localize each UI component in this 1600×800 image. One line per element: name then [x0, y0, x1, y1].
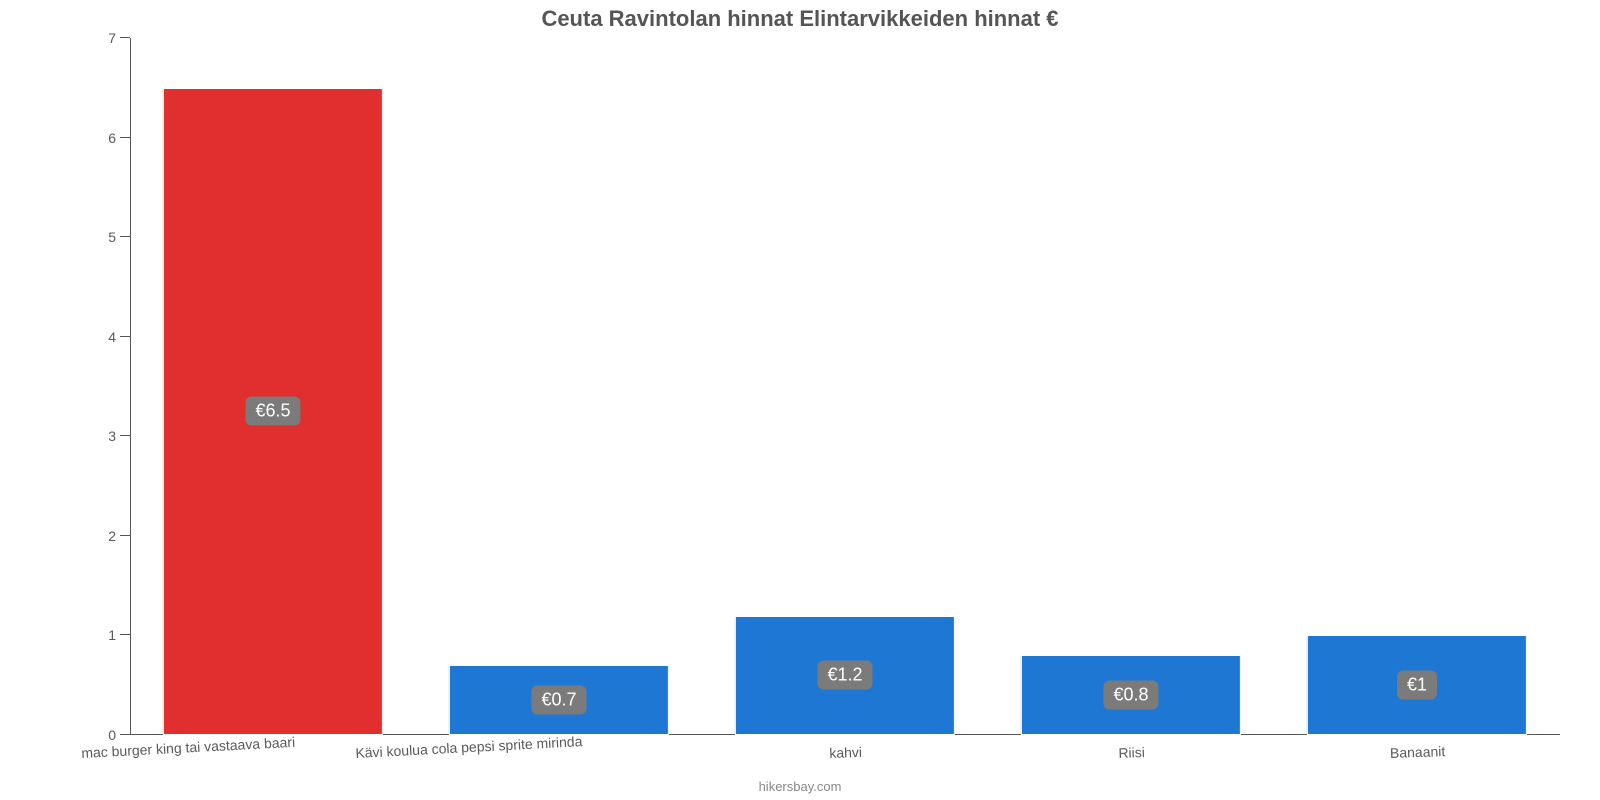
y-tick-label: 7 — [108, 30, 130, 46]
bar-slot: €1Banaanit — [1274, 38, 1560, 735]
y-tick-label: 4 — [108, 329, 130, 345]
y-tick-label: 3 — [108, 428, 130, 444]
x-category-label: Banaanit — [1389, 733, 1445, 761]
bar-slot: €0.7Kävi koulua cola pepsi sprite mirind… — [416, 38, 702, 735]
bar-slot: €1.2kahvi — [702, 38, 988, 735]
value-badge: €1.2 — [817, 661, 872, 690]
value-badge: €6.5 — [245, 397, 300, 426]
chart-area: 01234567 €6.5mac burger king tai vastaav… — [130, 38, 1560, 735]
bars-container: €6.5mac burger king tai vastaava baari€0… — [130, 38, 1560, 735]
bar-slot: €0.8Riisi — [988, 38, 1274, 735]
value-badge: €0.8 — [1103, 681, 1158, 710]
y-tick-label: 6 — [108, 130, 130, 146]
y-tick-label: 1 — [108, 627, 130, 643]
plot-area: 01234567 €6.5mac burger king tai vastaav… — [130, 38, 1560, 735]
y-tick-label: 5 — [108, 229, 130, 245]
x-category-label: kahvi — [829, 734, 863, 761]
value-badge: €0.7 — [531, 686, 586, 715]
y-tick-label: 2 — [108, 528, 130, 544]
x-category-label: Riisi — [1118, 734, 1145, 761]
value-badge: €1 — [1397, 671, 1437, 700]
bar-slot: €6.5mac burger king tai vastaava baari — [130, 38, 416, 735]
chart-title: Ceuta Ravintolan hinnat Elintarvikkeiden… — [0, 0, 1600, 36]
footer-caption: hikersbay.com — [0, 779, 1600, 794]
